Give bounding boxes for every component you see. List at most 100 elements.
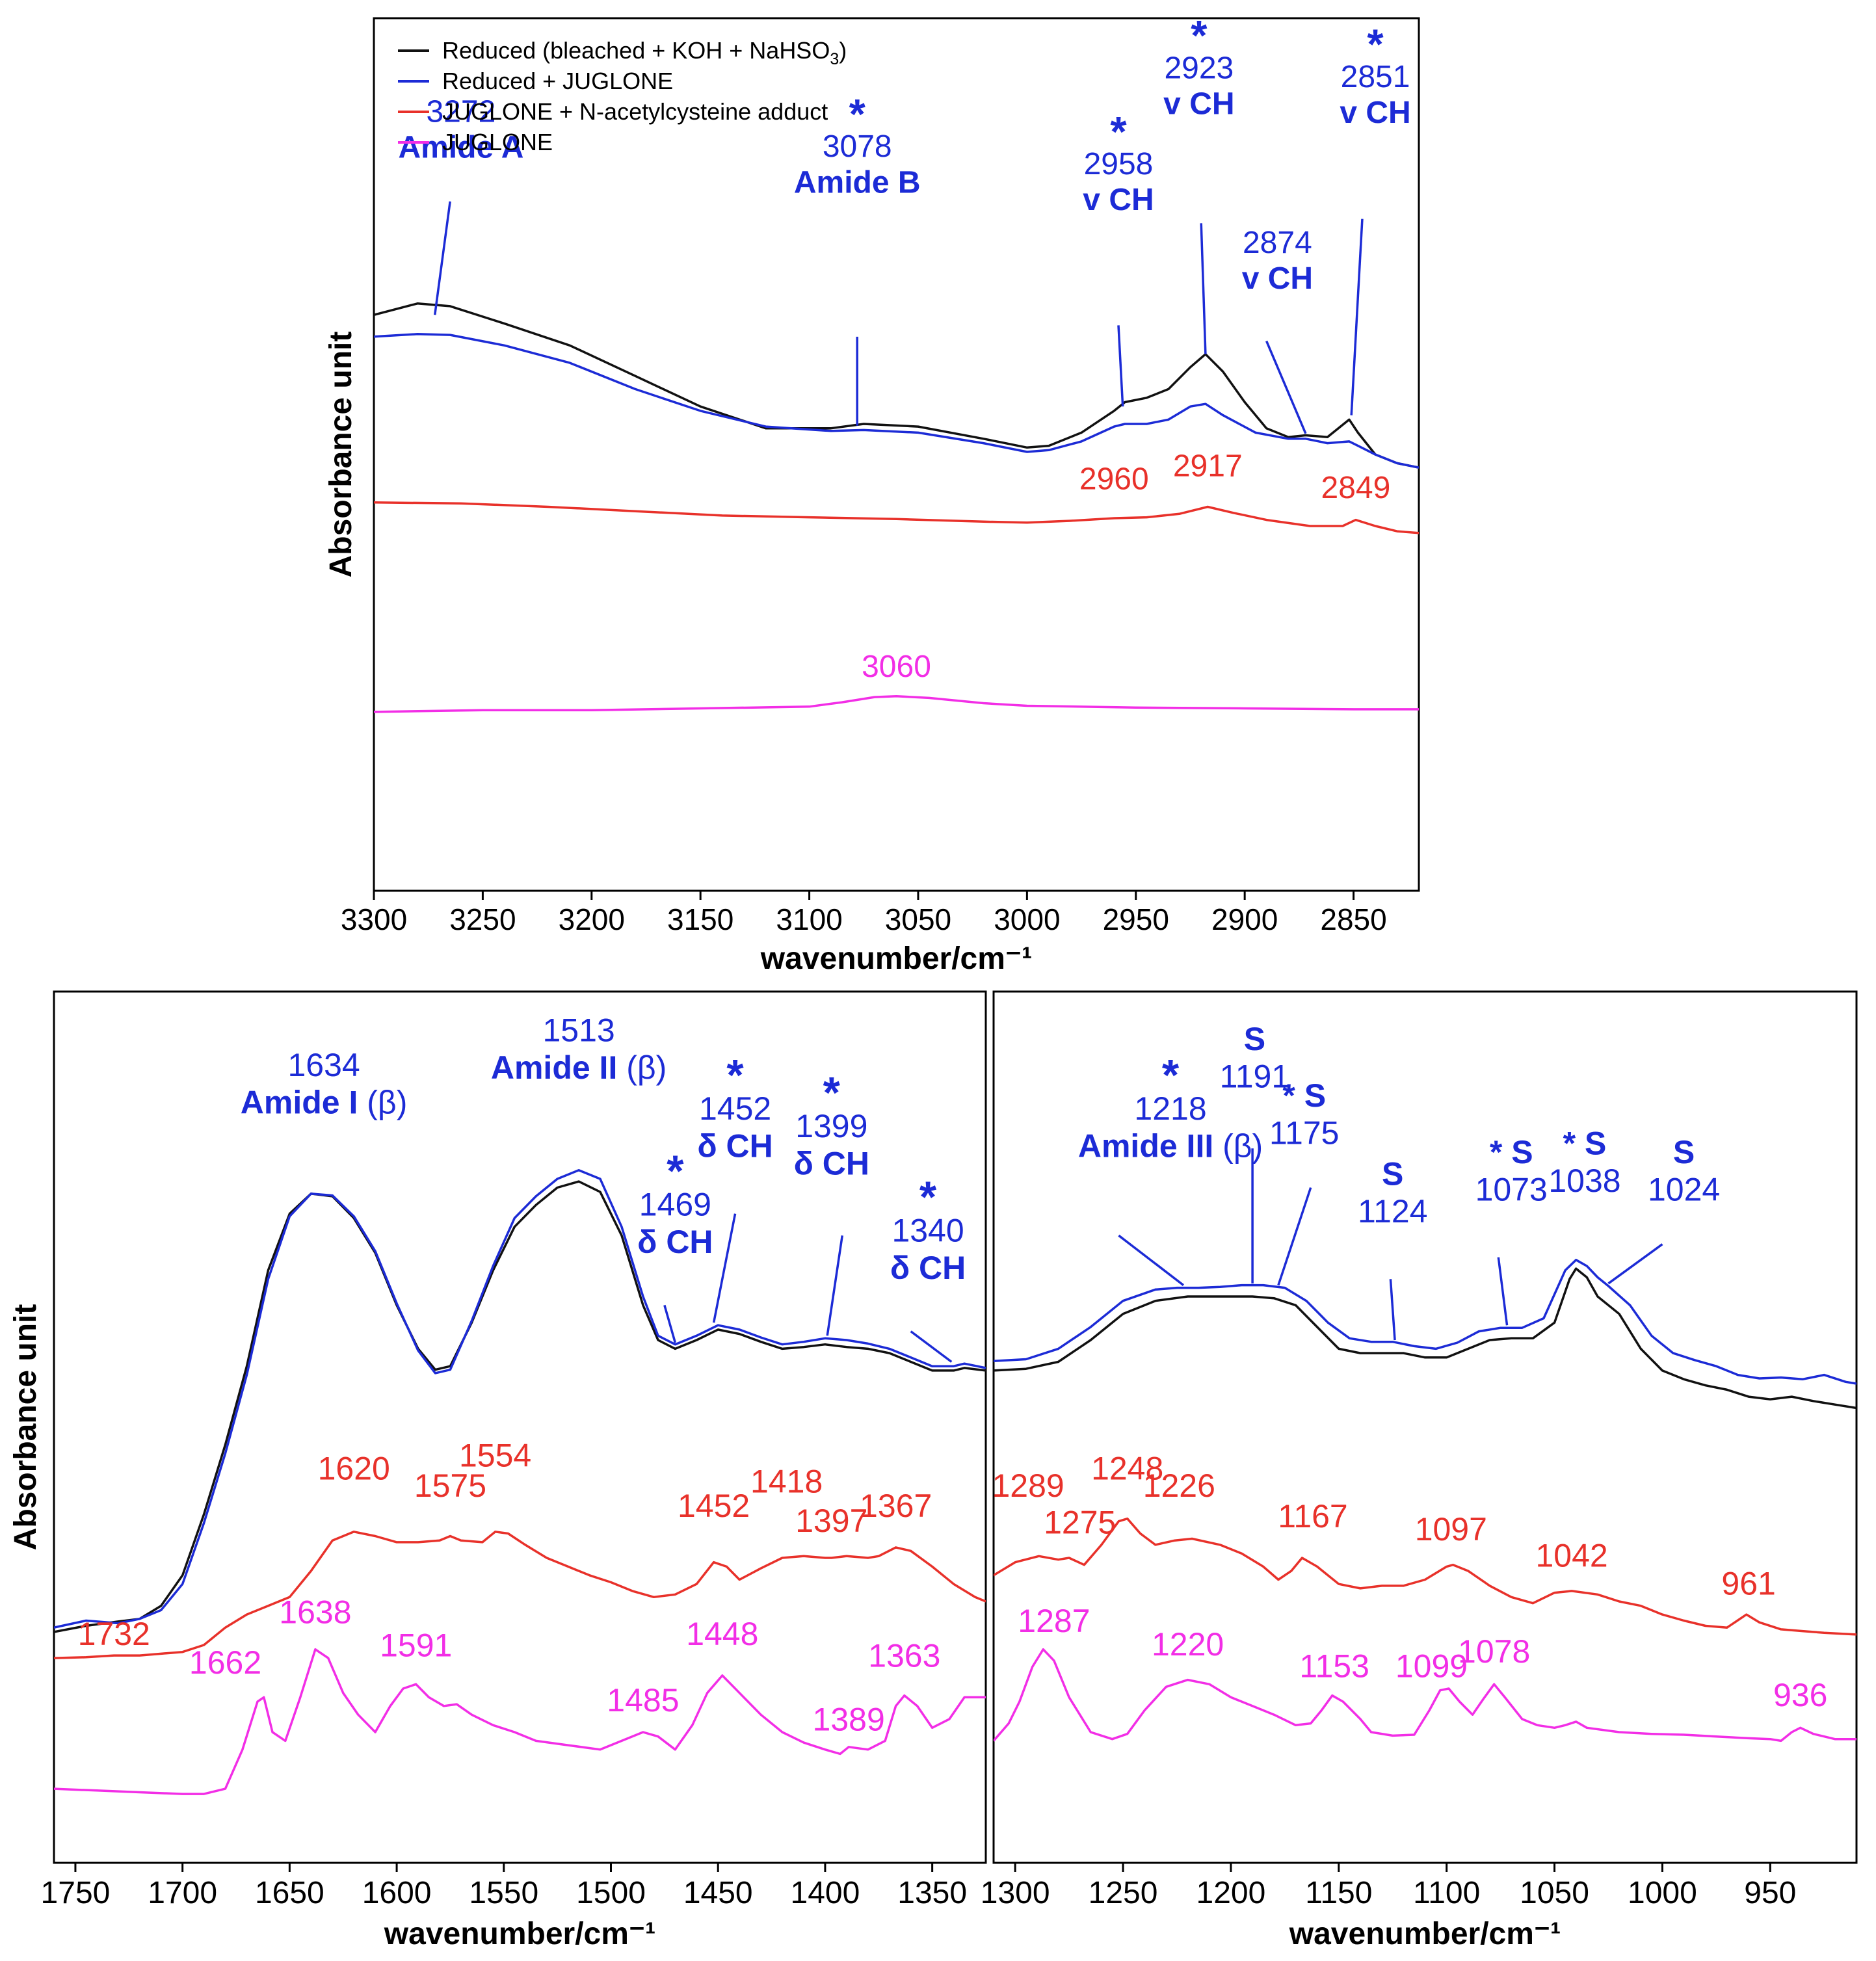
x-tick-label: 1450	[683, 1876, 753, 1910]
series-line-nac_adduct	[54, 1531, 986, 1659]
peak-annotation-1367: 1367	[860, 1488, 932, 1524]
peak-number: 1638	[279, 1594, 351, 1631]
peak-label-name: Amide III	[1078, 1128, 1222, 1165]
x-tick-label: 1150	[1305, 1876, 1372, 1910]
legend-main: Reduced + JUGLONE	[442, 68, 673, 94]
peak-number: 1620	[318, 1450, 390, 1486]
x-tick-label: 3200	[559, 902, 625, 936]
peak-leader-line	[663, 1304, 677, 1343]
legend-entry: JUGLONE + N-acetylcysteine adduct	[442, 98, 828, 125]
peak-annotation-1099: 1099	[1395, 1648, 1468, 1685]
peak-annotation-1078: 1078	[1458, 1633, 1530, 1670]
peak-number: 1248	[1091, 1450, 1163, 1486]
peak-star: *	[726, 1051, 744, 1100]
peak-annotation-1389: 1389	[813, 1701, 885, 1737]
series-group	[994, 1258, 1856, 1743]
peak-number: 1363	[868, 1638, 940, 1674]
peak-number: 2917	[1173, 449, 1243, 484]
peak-leader-line	[1277, 1187, 1312, 1286]
x-tick-label: 1350	[897, 1876, 967, 1910]
peak-mark: v CH	[1083, 183, 1154, 217]
legend-entry: JUGLONE	[442, 129, 553, 155]
peak-number: 1275	[1044, 1504, 1116, 1540]
peak-mark: * S	[1282, 1077, 1326, 1114]
peak-number: 1167	[1278, 1498, 1348, 1534]
peak-number: 1289	[992, 1467, 1064, 1504]
peak-number: 2851	[1341, 60, 1410, 94]
peak-annotation-1418: 1418	[750, 1464, 823, 1500]
peak-leader-line	[712, 1213, 737, 1323]
peak-number: 1367	[860, 1488, 932, 1524]
peak-annotation-1220: 1220	[1152, 1626, 1224, 1663]
peak-mark: Amide B	[794, 165, 921, 200]
peak-star: *	[1367, 21, 1384, 68]
peak-annotation-1452: 1452	[678, 1488, 750, 1524]
peak-number: 3060	[862, 650, 931, 684]
peak-annotation-1363: 1363	[868, 1638, 940, 1674]
series-group	[374, 302, 1419, 713]
y-axis-label: Absorbance unit	[8, 1304, 43, 1551]
x-tick-label: 1400	[791, 1876, 860, 1910]
peak-label-name: Amide I	[241, 1085, 367, 1121]
peak-annotation-1042: 1042	[1535, 1537, 1607, 1573]
peak-number: 1554	[459, 1437, 531, 1473]
peak-number: 1218	[1134, 1090, 1206, 1127]
peak-annotation-1662: 1662	[189, 1644, 261, 1681]
series-line-juglone	[374, 694, 1419, 713]
peak-annotation-1575: 1575	[414, 1467, 486, 1504]
x-tick-label: 3150	[667, 902, 733, 936]
x-tick-label: 1650	[255, 1876, 324, 1910]
peak-annotation-1248: 1248	[1091, 1450, 1163, 1486]
x-tick-label: 3100	[776, 902, 842, 936]
x-tick-label: 1300	[981, 1876, 1050, 1910]
peak-number: 2874	[1243, 226, 1312, 260]
peak-number: 2849	[1321, 471, 1391, 505]
peak-star: *	[849, 90, 866, 138]
peak-annotation-1638: 1638	[279, 1594, 351, 1631]
peak-annotation-1097: 1097	[1415, 1511, 1487, 1547]
legend-main: JUGLONE	[442, 129, 553, 155]
peak-label: Amide I (β)	[241, 1085, 408, 1121]
peak-mark: * S	[1490, 1134, 1533, 1170]
peak-number: 1513	[542, 1012, 614, 1049]
x-tick-label: 1700	[148, 1876, 217, 1910]
peak-leader-line	[1200, 223, 1207, 354]
peak-number: 1042	[1535, 1537, 1607, 1573]
peak-annotation-1287: 1287	[1018, 1603, 1090, 1639]
peak-number: 1078	[1458, 1633, 1530, 1670]
peak-number: 1389	[813, 1701, 885, 1737]
peak-mark: v CH	[1340, 96, 1410, 130]
peak-annotation-1226: 1226	[1143, 1467, 1215, 1504]
peak-number: 3078	[823, 129, 892, 164]
x-tick-label: 1200	[1196, 1876, 1266, 1910]
peak-annotation-1591: 1591	[380, 1627, 452, 1663]
peak-mark: δ CH	[637, 1224, 713, 1260]
peak-label-name: Amide II	[491, 1049, 626, 1086]
peak-label: Amide II (β)	[491, 1049, 667, 1086]
peak-label-paren: (β)	[626, 1049, 667, 1086]
peak-annotation-1448: 1448	[686, 1616, 758, 1652]
peak-number: 1397	[795, 1503, 867, 1539]
peak-number: 2923	[1164, 51, 1234, 85]
peak-annotation-1397: 1397	[795, 1503, 867, 1539]
peak-star: *	[919, 1173, 937, 1222]
x-tick-label: 2850	[1320, 902, 1386, 936]
peak-mark: S	[1673, 1134, 1695, 1170]
peak-leader-line	[910, 1330, 953, 1363]
plot-frame	[992, 990, 1858, 1864]
x-tick-label: 3300	[341, 902, 407, 936]
peak-annotation-1289: 1289	[992, 1467, 1064, 1504]
peak-number: 1226	[1143, 1467, 1215, 1504]
